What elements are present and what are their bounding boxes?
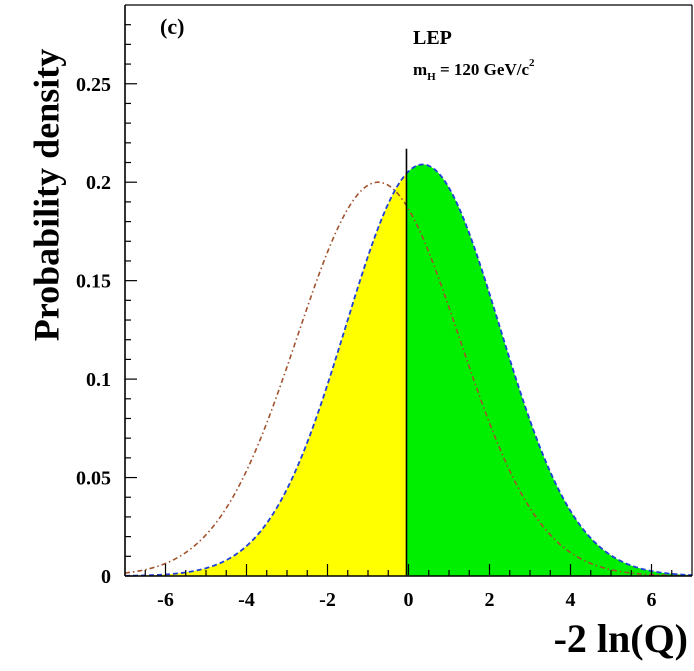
y-ticks: 0 0.05 0.1 0.15 0.2 0.25	[76, 24, 137, 588]
annotation-mass: mH = 120 GeV/c2	[413, 57, 535, 83]
x-ticks: -6 -4 -2 0 2 4 6	[144, 564, 673, 611]
fill-regions	[125, 164, 692, 577]
x-tick-label: -4	[238, 589, 255, 611]
x-tick-label: 2	[485, 589, 495, 611]
curves	[124, 163, 693, 577]
annotation-mass-subscript: H	[427, 71, 436, 83]
series-line-dashed	[124, 163, 693, 577]
panel-label: (c)	[160, 14, 184, 39]
y-tick-label: 0.2	[86, 172, 111, 194]
annotation-mass-prefix: m	[413, 60, 427, 79]
x-tick-label: -6	[157, 589, 174, 611]
annotation-experiment: LEP	[413, 27, 452, 49]
y-tick-label: 0.25	[76, 74, 111, 96]
y-tick-label: 0	[101, 566, 111, 588]
fill-right-region	[406, 164, 692, 577]
x-axis-label: -2 ln(Q)	[554, 616, 688, 661]
annotation-mass-value: = 120 GeV/c	[436, 60, 530, 79]
y-tick-label: 0.05	[76, 468, 111, 490]
series-line-dashdot	[124, 181, 693, 577]
fill-left-region	[125, 173, 407, 576]
x-tick-label: 4	[566, 589, 576, 611]
x-tick-label: 0	[404, 589, 414, 611]
y-tick-label: 0.1	[86, 369, 111, 391]
annotation-mass-superscript: 2	[529, 57, 535, 69]
y-axis-label: Probability density	[26, 49, 66, 341]
y-tick-label: 0.15	[76, 271, 111, 293]
x-tick-label: -2	[319, 589, 336, 611]
x-tick-label: 6	[647, 589, 657, 611]
